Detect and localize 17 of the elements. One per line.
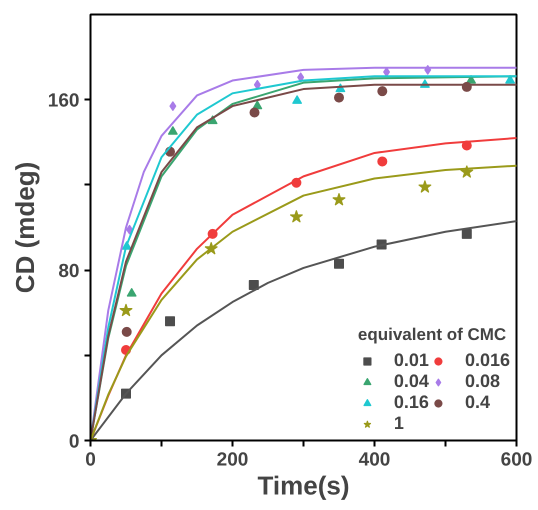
x-tick-label: 200	[216, 450, 248, 470]
x-tick-label: 400	[358, 450, 390, 470]
y-tick-label: 0	[68, 432, 80, 452]
legend-label: 0.08	[464, 371, 500, 392]
legend-label: 1	[394, 413, 405, 434]
legend-label: 0.01	[394, 350, 429, 371]
y-tick-label: 160	[48, 90, 80, 112]
x-tick-label: 0	[85, 450, 96, 470]
legend-title: equivalent of CMC	[358, 325, 508, 345]
legend-label: 0.4	[464, 392, 490, 413]
y-axis-title: CD (mdeg)	[10, 162, 40, 294]
y-tick-label: 80	[58, 261, 80, 282]
legend-label: 0.04	[394, 371, 429, 392]
legend-label: 0.16	[394, 392, 429, 413]
x-axis-title: Time(s)	[258, 470, 350, 500]
x-tick-label: 600	[500, 450, 532, 470]
legend-label: 0.016	[464, 350, 510, 371]
